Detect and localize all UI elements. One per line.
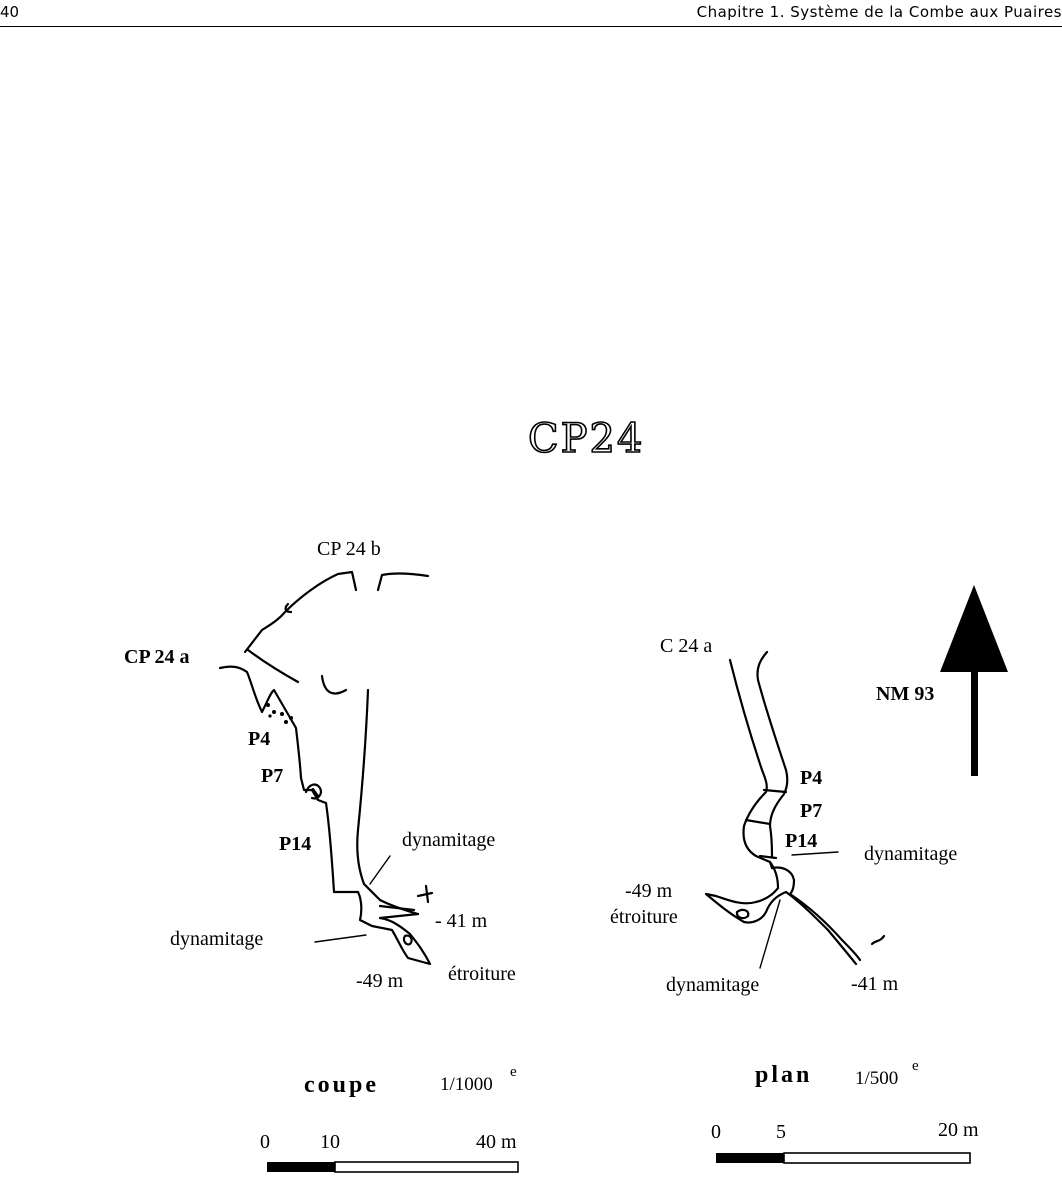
section-scale-tick-10: 10 (320, 1131, 340, 1153)
section-scale-tick-0: 0 (260, 1131, 270, 1153)
section-right-wall (356, 688, 420, 916)
section-bottom-chamber (356, 890, 432, 966)
plan-p4-line (762, 788, 788, 794)
section-upper-floor (246, 648, 300, 684)
section-scale-label: coupe (304, 1072, 379, 1098)
section-inner-hook (320, 674, 348, 695)
plan-leader-dyn1 (791, 851, 839, 856)
label-plan-dynamitage-2: dynamitage (666, 974, 759, 996)
label-section-p14: P14 (279, 833, 311, 855)
section-drawing (218, 570, 434, 966)
label-plan-p7: P7 (800, 800, 822, 822)
label-plan-etroiture: étroiture (610, 906, 678, 928)
north-arrow-icon (940, 585, 1008, 776)
label-north: NM 93 (876, 683, 934, 705)
plan-p14-line (758, 854, 778, 860)
label-section-etroiture: étroiture (448, 963, 516, 985)
label-section-dynamitage-1: dynamitage (402, 829, 495, 851)
label-plan-dynamitage-1: dynamitage (864, 843, 957, 865)
section-scale-tick-40: 40 m (476, 1131, 517, 1153)
plan-scale-tick-0: 0 (711, 1121, 721, 1143)
figure-title: CP24 (528, 416, 644, 462)
section-upper-gallery-mark (284, 602, 293, 614)
section-upper-gallery (243, 570, 358, 654)
section-left-wall (218, 665, 360, 894)
page-header: 40 Chapitre 1. Système de la Combe aux P… (0, 0, 1062, 27)
label-section-depth-41: - 41 m (435, 910, 488, 932)
section-scale-sup: e (510, 1064, 517, 1080)
plan-drawing (704, 650, 886, 969)
label-section-p4: P4 (248, 728, 270, 750)
section-scale-ratio: 1/1000 (440, 1074, 493, 1095)
label-plan-depth-41: -41 m (851, 973, 899, 995)
label-section-p7: P7 (261, 765, 283, 787)
plan-scale-label: plan (755, 1062, 812, 1088)
label-cp24b: CP 24 b (317, 538, 381, 560)
section-leader-dyn1 (369, 855, 391, 885)
section-rope-mark (416, 884, 434, 904)
section-entrance-b-right (376, 572, 430, 592)
section-sump (402, 934, 413, 946)
label-section-depth-49: -49 m (356, 970, 404, 992)
section-dots (266, 703, 293, 724)
plan-scale-tick-5: 5 (776, 1121, 786, 1143)
plan-sump (735, 908, 750, 920)
plan-scale-tick-20: 20 m (938, 1119, 979, 1141)
label-plan-depth-49: -49 m (625, 880, 673, 902)
plan-leader-dyn2 (759, 899, 781, 969)
page-number: 40 (0, 3, 20, 21)
label-plan-entrance: C 24 a (660, 635, 712, 657)
label-cp24a: CP 24 a (124, 646, 190, 668)
plan-p7-line (744, 818, 772, 826)
label-plan-p14: P14 (785, 830, 817, 852)
section-ledge (378, 904, 416, 912)
plan-scale-ratio: 1/500 (855, 1068, 898, 1089)
chapter-title: Chapitre 1. Système de la Combe aux Puai… (696, 3, 1062, 21)
plan-junction (704, 860, 862, 966)
plan-scale-bar (716, 1152, 971, 1164)
section-leader-dyn2 (314, 934, 367, 943)
label-plan-p4: P4 (800, 767, 822, 789)
plan-rope-mark (870, 934, 886, 946)
label-section-dynamitage-2: dynamitage (170, 928, 263, 950)
section-scale-bar (267, 1161, 519, 1173)
plan-right-wall (756, 650, 789, 858)
section-boulders (304, 783, 322, 800)
plan-scale-sup: e (912, 1058, 919, 1074)
plan-left-wall (728, 658, 774, 870)
